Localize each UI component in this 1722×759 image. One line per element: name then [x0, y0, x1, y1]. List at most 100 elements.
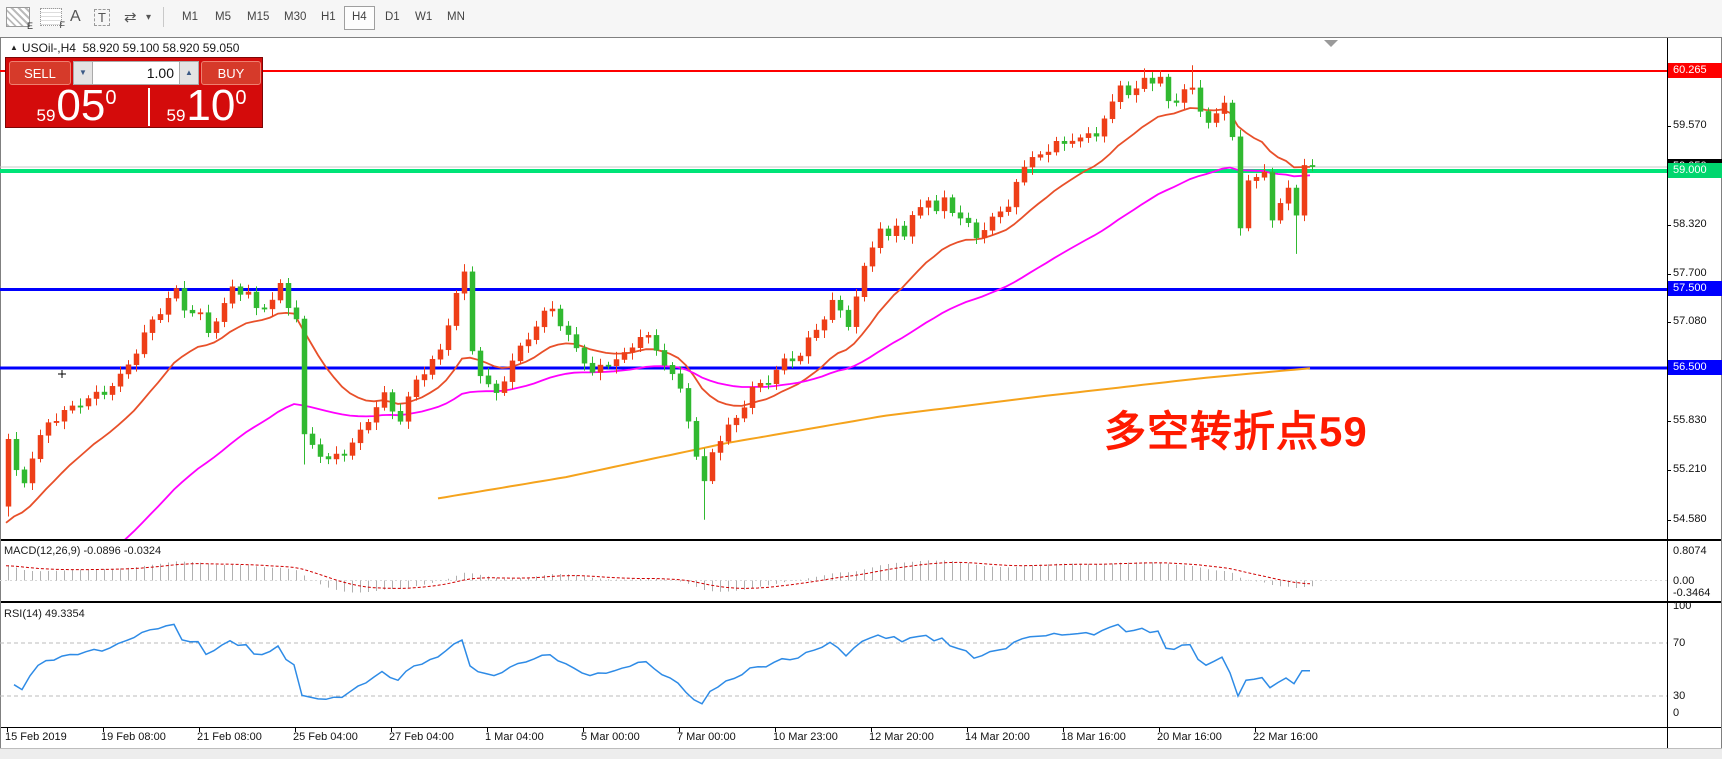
- tf-button-m1[interactable]: M1: [182, 11, 198, 23]
- text-label-icon[interactable]: A: [70, 8, 81, 25]
- price-tick-label: 55.210: [1673, 463, 1707, 475]
- tf-button-d1[interactable]: D1: [385, 11, 400, 23]
- time-tick-mark: [871, 728, 872, 732]
- chart-text-annotation: 多空转折点59: [1104, 408, 1368, 455]
- sell-price-big: 05: [56, 81, 106, 130]
- collapse-icon[interactable]: ▲: [10, 43, 18, 52]
- time-tick-mark: [199, 728, 200, 732]
- buy-price-small: 59: [166, 106, 186, 125]
- rsi-canvas[interactable]: [0, 603, 1667, 728]
- price-tick-label: 55.830: [1673, 414, 1707, 426]
- tf-button-m5[interactable]: M5: [215, 11, 231, 23]
- buy-price-big: 10: [186, 81, 236, 130]
- sell-price-sup: 0: [105, 87, 117, 109]
- price-tick-label: 59.570: [1673, 119, 1707, 131]
- trade-panel-divider: [148, 88, 150, 126]
- time-tick-mark: [103, 728, 104, 732]
- price-tick-mark: [1667, 322, 1671, 323]
- tf-button-h4[interactable]: H4: [344, 6, 375, 30]
- time-tick-mark: [295, 728, 296, 732]
- rsi-background: [0, 603, 1667, 728]
- volume-increase-button[interactable]: ▲: [179, 61, 199, 85]
- macd-axis-label: 0.00: [1673, 575, 1695, 587]
- price-tick-label: 58.320: [1673, 218, 1707, 230]
- time-tick-mark: [1063, 728, 1064, 732]
- rsi-axis-label: 30: [1673, 690, 1686, 702]
- ohlc-quote: 58.920 59.100 58.920 59.050: [82, 41, 240, 55]
- macd-separator[interactable]: [0, 539, 1722, 541]
- time-tick-mark: [487, 728, 488, 732]
- price-level-label: 56.500: [1668, 360, 1722, 375]
- time-tick-mark: [1255, 728, 1256, 732]
- rsi-axis-label: 0: [1673, 707, 1680, 719]
- macd-axis-label: 0.8074: [1673, 545, 1707, 557]
- window-left-border: [0, 38, 1, 748]
- price-tick-mark: [1667, 470, 1671, 471]
- window-top-border: [0, 37, 1722, 38]
- price-tick-mark: [1667, 274, 1671, 275]
- time-axis-label: 25 Feb 04:00: [293, 731, 358, 743]
- rsi-axis-label: 70: [1673, 637, 1686, 649]
- time-axis-label: 21 Feb 08:00: [197, 731, 262, 743]
- grid-icon[interactable]: F: [40, 6, 65, 30]
- volume-decrease-button[interactable]: ▼: [73, 61, 93, 85]
- price-tick-label: 54.580: [1673, 513, 1707, 525]
- time-axis-background[interactable]: [0, 728, 1667, 748]
- text-tool-icon[interactable]: T: [94, 6, 110, 28]
- macd-canvas[interactable]: [0, 541, 1667, 601]
- time-axis-label: 18 Mar 16:00: [1061, 731, 1126, 743]
- price-level-label: 57.500: [1668, 281, 1722, 296]
- price-level-label: 60.265: [1668, 63, 1722, 78]
- sell-price-button[interactable]: 59 05 0: [6, 81, 147, 130]
- main-chart-canvas[interactable]: [0, 38, 1667, 539]
- time-axis-label: 14 Mar 20:00: [965, 731, 1030, 743]
- price-axis-background[interactable]: [1668, 38, 1722, 748]
- macd-label: MACD(12,26,9) -0.0896 -0.0324: [4, 545, 162, 557]
- chart-title: ▲ USOil-,H4 58.920 59.100 58.920 59.050: [10, 41, 239, 55]
- macd-background: [0, 541, 1667, 601]
- time-tick-mark: [775, 728, 776, 732]
- time-axis-label: 10 Mar 23:00: [773, 731, 838, 743]
- buy-button[interactable]: BUY: [201, 61, 261, 85]
- time-tick-mark: [1159, 728, 1160, 732]
- time-axis-label: 19 Feb 08:00: [101, 731, 166, 743]
- sell-button[interactable]: SELL: [9, 61, 71, 85]
- rsi-axis-label: 100: [1673, 600, 1692, 612]
- buy-price-button[interactable]: 59 10 0: [151, 81, 262, 130]
- one-click-trade-panel: SELL ▼ 1.00 ▲ BUY 59 05 0 59 10 0: [5, 57, 263, 128]
- price-axis-border: [1667, 38, 1668, 748]
- time-tick-mark: [391, 728, 392, 732]
- price-tick-mark: [1667, 126, 1671, 127]
- time-axis-border: [0, 727, 1722, 728]
- tf-button-mn[interactable]: MN: [447, 11, 465, 23]
- toolbar: E F A T ⇄ ▾ M1 M5 M15 M30 H1 H4 D1 W1 MN: [0, 0, 1722, 37]
- time-axis-label: 27 Feb 04:00: [389, 731, 454, 743]
- price-tick-label: 57.080: [1673, 315, 1707, 327]
- time-axis-label: 5 Mar 00:00: [581, 731, 640, 743]
- chart-style-icon[interactable]: E: [6, 6, 33, 31]
- tf-button-w1[interactable]: W1: [415, 11, 433, 23]
- time-axis-label: 20 Mar 16:00: [1157, 731, 1222, 743]
- dropdown-caret-icon[interactable]: ▾: [146, 11, 152, 23]
- price-tick-label: 57.700: [1673, 267, 1707, 279]
- time-axis-label: 12 Mar 20:00: [869, 731, 934, 743]
- bottom-strip: [0, 748, 1722, 759]
- price-level-label: 59.000: [1668, 163, 1722, 178]
- tf-button-h1[interactable]: H1: [321, 11, 336, 23]
- rsi-separator[interactable]: [0, 601, 1722, 603]
- tf-button-m15[interactable]: M15: [247, 11, 270, 23]
- time-axis-label: 15 Feb 2019: [5, 731, 67, 743]
- time-tick-mark: [7, 728, 8, 732]
- volume-input[interactable]: 1.00: [93, 61, 179, 85]
- tf-button-m30[interactable]: M30: [284, 11, 307, 23]
- rsi-label: RSI(14) 49.3354: [4, 608, 85, 620]
- toolbar-separator: [163, 7, 164, 27]
- arrows-icon[interactable]: ⇄: [124, 9, 137, 26]
- sell-price-small: 59: [36, 106, 56, 125]
- buy-price-sup: 0: [235, 87, 247, 109]
- time-tick-mark: [679, 728, 680, 732]
- time-tick-mark: [583, 728, 584, 732]
- macd-axis-label: -0.3464: [1673, 587, 1711, 599]
- time-axis-label: 22 Mar 16:00: [1253, 731, 1318, 743]
